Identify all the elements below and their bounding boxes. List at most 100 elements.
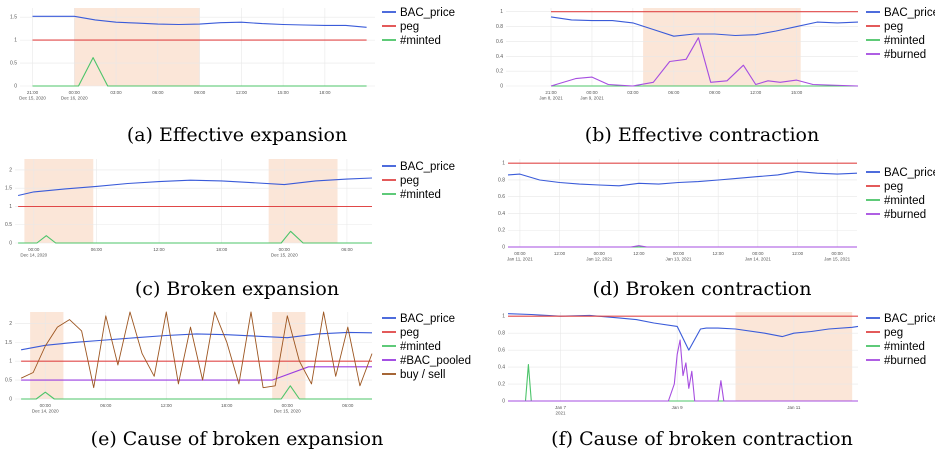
legend-entry: #burned <box>884 355 926 367</box>
legend-entry: peg <box>884 21 903 33</box>
y-tick-label: 2 <box>9 167 12 173</box>
y-tick-label: 1 <box>9 204 12 210</box>
x-tick-label: Dec 15, 2020 <box>274 409 301 414</box>
series-line-bac_pooled <box>21 366 372 381</box>
y-tick-label: 1.5 <box>10 15 17 21</box>
series-line-minted <box>21 385 372 400</box>
x-tick-label: 12:00 <box>153 247 165 252</box>
x-tick-label: 18:00 <box>221 403 233 408</box>
panel-caption: (b) Effective contraction <box>585 124 819 146</box>
y-tick-label: 0.8 <box>498 331 505 337</box>
x-tick-label: 00:00 <box>69 90 81 95</box>
x-tick-label: 00:00 <box>40 403 52 408</box>
legend-entry: #minted <box>400 189 441 201</box>
x-tick-label: Jan 9, 2021 <box>580 96 604 101</box>
x-tick-label: Dec 14, 2020 <box>20 253 47 258</box>
x-tick-label: 15:00 <box>791 90 803 95</box>
series-line-bac_price <box>20 331 373 351</box>
x-tick-label: 18:00 <box>319 90 331 95</box>
x-tick-label: 03:00 <box>110 90 122 95</box>
y-tick-label: 0 <box>9 241 12 247</box>
panel-caption: (f) Cause of broken contraction <box>551 428 853 450</box>
x-tick-label: 09:00 <box>194 90 206 95</box>
series-line-bac_price <box>507 171 858 187</box>
x-tick-label: Dec 14, 2020 <box>32 409 59 414</box>
x-tick-label: Jan 11, 2021 <box>507 257 533 262</box>
legend-entry: peg <box>884 181 903 193</box>
legend-entry: BAC_price <box>884 167 935 179</box>
y-tick-label: 1 <box>9 359 12 365</box>
x-tick-label: 06:00 <box>342 403 354 408</box>
x-tick-label: 12:00 <box>792 251 804 256</box>
y-tick-label: 1.5 <box>5 186 12 192</box>
x-tick-label: 21:00 <box>27 90 39 95</box>
legend-entry: buy / sell <box>400 369 445 381</box>
series-line-minted <box>18 230 372 244</box>
shaded-region <box>643 8 801 86</box>
series-line-bac_price <box>17 177 373 197</box>
legend-entry: BAC_price <box>884 7 935 19</box>
x-tick-label: Jan 13, 2021 <box>666 257 693 262</box>
legend-entry: #minted <box>400 341 441 353</box>
y-tick-label: 0.4 <box>498 211 505 217</box>
legend-entry: peg <box>400 175 419 187</box>
x-tick-label: 15:00 <box>277 90 289 95</box>
legend-entry: #minted <box>400 35 441 47</box>
x-tick-label: 00:00 <box>752 251 764 256</box>
panel-caption: (e) Cause of broken expansion <box>91 428 384 450</box>
series-line-bac_price <box>32 15 367 28</box>
legend-entry: BAC_price <box>400 161 455 173</box>
y-tick-label: 0.5 <box>5 378 12 384</box>
x-tick-label: 06:00 <box>91 247 103 252</box>
panel-c: 0 0.5 1 1.5 2 00:00 Dec 14, 2020 06:00 12:00 18:0… <box>5 159 455 300</box>
y-tick-label: 1 <box>502 314 505 320</box>
shaded-region <box>30 312 64 399</box>
x-tick-label: Dec 15, 2020 <box>271 253 298 258</box>
x-tick-label: 12:00 <box>236 90 248 95</box>
x-tick-label: 18:00 <box>216 247 228 252</box>
x-tick-label: 06:00 <box>152 90 164 95</box>
legend-entry: #burned <box>884 49 926 61</box>
x-tick-label: Dec 15, 2020 <box>19 96 46 101</box>
x-tick-label: Jan 15, 2021 <box>824 257 851 262</box>
y-tick-label: 0 <box>14 84 17 90</box>
legend-entry: BAC_price <box>400 313 455 325</box>
x-tick-label: 00:00 <box>673 251 685 256</box>
series-line-bac_price <box>550 16 859 37</box>
y-tick-label: 0.8 <box>498 177 505 183</box>
y-tick-label: 0 <box>502 399 505 405</box>
y-tick-label: 0.6 <box>496 39 503 45</box>
x-tick-label: 12:00 <box>713 251 725 256</box>
x-tick-label: 06:00 <box>100 403 112 408</box>
x-tick-label: Jan 9 <box>672 405 684 410</box>
shaded-region <box>24 159 94 243</box>
legend-entry: #minted <box>884 195 925 207</box>
y-tick-label: 0.4 <box>498 365 505 371</box>
x-tick-label: 00:00 <box>514 251 526 256</box>
x-tick-label: Jan 8, 2021 <box>539 96 563 101</box>
shaded-region <box>74 8 200 86</box>
legend-entry: peg <box>400 327 419 339</box>
x-tick-label: 12:00 <box>633 251 645 256</box>
y-tick-label: 0.6 <box>498 194 505 200</box>
legend-entry: #minted <box>884 35 925 47</box>
y-tick-label: 1.5 <box>5 340 12 346</box>
y-tick-label: 1 <box>502 161 505 167</box>
x-tick-label: 00:00 <box>282 403 294 408</box>
series-line-minted <box>32 57 367 87</box>
panel-caption: (a) Effective expansion <box>127 124 347 146</box>
x-tick-label: Jan 7 <box>555 405 567 410</box>
series-line-burned <box>508 339 858 402</box>
x-tick-label: 21:00 <box>545 90 557 95</box>
x-tick-label: 00:00 <box>279 247 291 252</box>
legend-entry: #BAC_pooled <box>400 355 471 367</box>
y-tick-label: 0.5 <box>5 222 12 228</box>
y-tick-label: 0 <box>500 84 503 90</box>
y-tick-label: 0.2 <box>498 228 505 234</box>
series-line-buysell <box>20 311 373 389</box>
